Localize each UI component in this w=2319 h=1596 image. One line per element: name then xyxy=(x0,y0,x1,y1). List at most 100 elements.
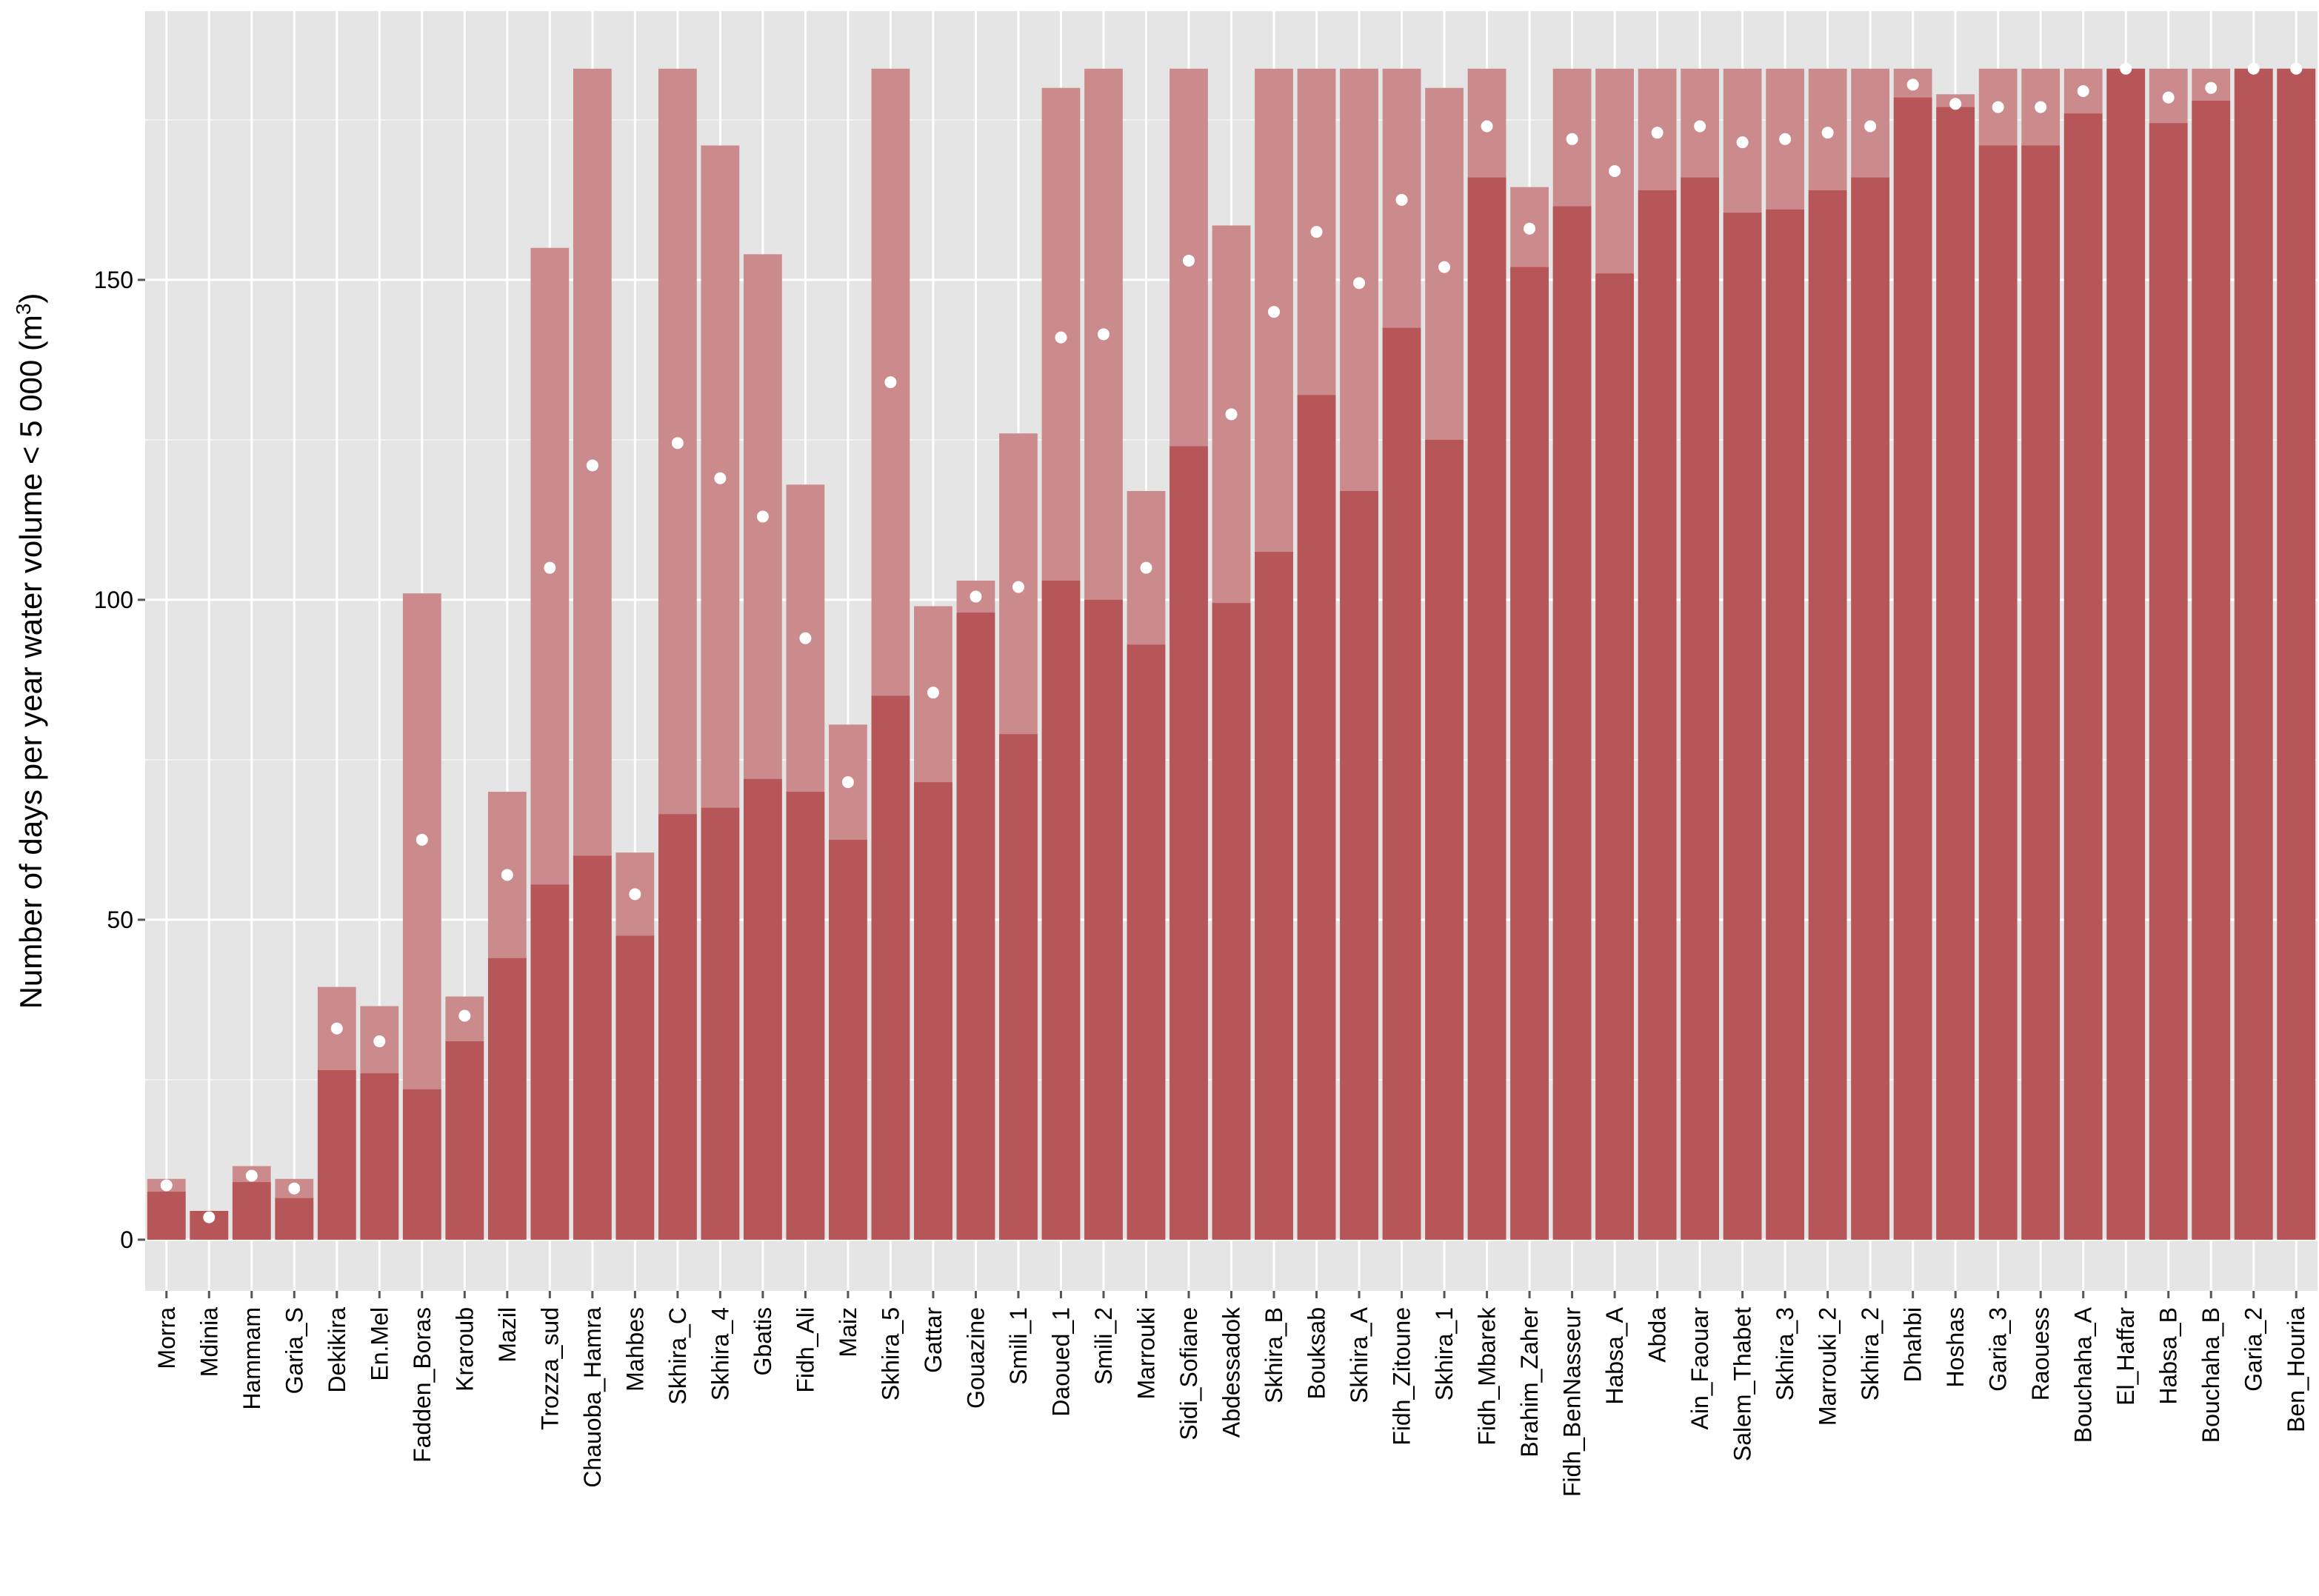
x-tick-label: Bouksab xyxy=(1304,1307,1330,1400)
mean-point xyxy=(1609,165,1621,177)
mean-point xyxy=(1268,306,1281,318)
x-tick-label: Fadden_Boras xyxy=(409,1307,436,1463)
mean-point xyxy=(1140,561,1152,574)
y-tick-label: 100 xyxy=(94,587,133,613)
mean-point xyxy=(841,776,854,789)
bar-lower xyxy=(1169,446,1208,1240)
x-tick-label: Bouchaha_B xyxy=(2198,1307,2224,1443)
bar-lower xyxy=(1041,580,1081,1240)
x-tick-label: Hoshas xyxy=(1942,1307,1969,1388)
x-tick-label: Gbatis xyxy=(750,1307,776,1375)
bar-lower xyxy=(829,839,867,1240)
x-tick-label: Morra xyxy=(153,1307,180,1369)
bar-lower xyxy=(1255,552,1293,1240)
bar-lower xyxy=(2021,145,2061,1240)
bar-lower xyxy=(786,792,825,1240)
mean-point xyxy=(1182,254,1195,267)
mean-point xyxy=(629,888,641,901)
mean-point xyxy=(1310,226,1323,238)
mean-point xyxy=(2205,81,2218,94)
bars-group xyxy=(147,68,2316,1240)
mean-point xyxy=(2162,91,2175,104)
mean-point xyxy=(2120,62,2132,75)
mean-point xyxy=(416,833,428,846)
x-tick-label: Fidh_Mbarek xyxy=(1474,1306,1501,1446)
mean-point xyxy=(1395,193,1408,206)
x-tick-label: Chauoba_Hamra xyxy=(579,1307,606,1488)
x-tick-label: Garia_2 xyxy=(2240,1307,2267,1392)
mean-point xyxy=(458,1009,471,1022)
x-tick-label: Skhira_5 xyxy=(877,1307,904,1400)
bar-lower xyxy=(701,807,740,1240)
mean-point xyxy=(1949,98,1962,110)
bar-lower xyxy=(232,1182,271,1240)
mean-point xyxy=(1694,120,1706,133)
x-tick-label: Skhira_4 xyxy=(707,1307,733,1400)
bar-lower xyxy=(147,1192,186,1240)
mean-point xyxy=(373,1035,386,1048)
bar-lower xyxy=(658,814,697,1240)
bar-lower xyxy=(1084,599,1123,1240)
x-tick-label: Abdessadok xyxy=(1218,1306,1245,1438)
x-tick-label: Garia_S xyxy=(281,1307,307,1394)
x-tick-label: Garia_3 xyxy=(1985,1307,2012,1392)
bar-lower xyxy=(871,695,910,1240)
x-tick-label: Skhira_1 xyxy=(1431,1307,1458,1400)
bar-lower xyxy=(1212,603,1251,1240)
x-axis: Morra Mdinia Hammam Garia_S Dekikira En.Mel Fa… xyxy=(153,1291,2309,1497)
bar-lower xyxy=(1127,644,1166,1240)
x-tick-label: Maiz xyxy=(835,1307,861,1358)
bar-lower xyxy=(530,884,570,1240)
x-tick-label: Mdinia xyxy=(196,1307,222,1377)
bar-lower xyxy=(1723,213,1762,1240)
mean-points-group xyxy=(160,62,2303,1223)
x-tick-label: Marrouki_2 xyxy=(1815,1307,1841,1426)
bar-lower xyxy=(2277,68,2316,1240)
bar-lower xyxy=(1595,273,1634,1240)
mean-point xyxy=(1779,133,1792,145)
x-tick-label: Gouazine xyxy=(962,1307,989,1409)
mean-point xyxy=(756,510,769,523)
mean-point xyxy=(2077,85,2089,97)
y-tick-label: 0 xyxy=(120,1226,133,1253)
x-tick-label: Dhahbi xyxy=(1900,1307,1926,1382)
x-tick-label: Hammam xyxy=(238,1307,265,1410)
bar-lower xyxy=(360,1073,399,1240)
y-axis-title-superscript: 3 xyxy=(12,304,35,315)
x-tick-label: Gattar xyxy=(920,1307,947,1373)
x-tick-label: Smili_2 xyxy=(1090,1307,1117,1385)
x-tick-label: Skhira_C xyxy=(664,1307,691,1405)
bar-lower xyxy=(1382,327,1421,1240)
mean-point xyxy=(1481,120,1493,133)
mean-point xyxy=(1651,127,1664,139)
mean-point xyxy=(799,632,812,644)
x-tick-label: Fidh_Zitoune xyxy=(1389,1307,1415,1446)
mean-point xyxy=(245,1169,258,1182)
bar-lower xyxy=(1893,97,1932,1240)
bar-lower xyxy=(2149,123,2188,1240)
bar-lower xyxy=(1851,177,1890,1240)
x-tick-label: Kraroub xyxy=(451,1307,478,1392)
bar-lower xyxy=(1425,439,1464,1240)
y-axis: 0 50 100 150 xyxy=(94,267,145,1253)
bar-lower xyxy=(1978,145,2018,1240)
mean-point xyxy=(1055,331,1067,344)
x-tick-label: En.Mel xyxy=(366,1307,393,1381)
x-tick-label: Trozza_sud xyxy=(536,1307,563,1430)
bar-lower xyxy=(317,1069,356,1240)
x-tick-label: Daoued_1 xyxy=(1047,1307,1074,1417)
bar-lower xyxy=(744,778,782,1240)
mean-point xyxy=(330,1022,343,1035)
mean-point xyxy=(1097,328,1110,341)
bar-lower xyxy=(1936,107,1975,1240)
bar-lower xyxy=(615,935,655,1240)
x-tick-label: El_Haffar xyxy=(2112,1307,2139,1406)
x-tick-label: Ain_Faouar xyxy=(1686,1307,1713,1430)
mean-point xyxy=(970,590,982,603)
bar-lower xyxy=(1340,491,1378,1240)
x-tick-label: Mahbes xyxy=(621,1307,648,1392)
y-axis-title-main: Number of days per year water volume < 5… xyxy=(13,315,48,1009)
bar-lower xyxy=(1808,190,1847,1240)
mean-point xyxy=(2035,101,2047,113)
